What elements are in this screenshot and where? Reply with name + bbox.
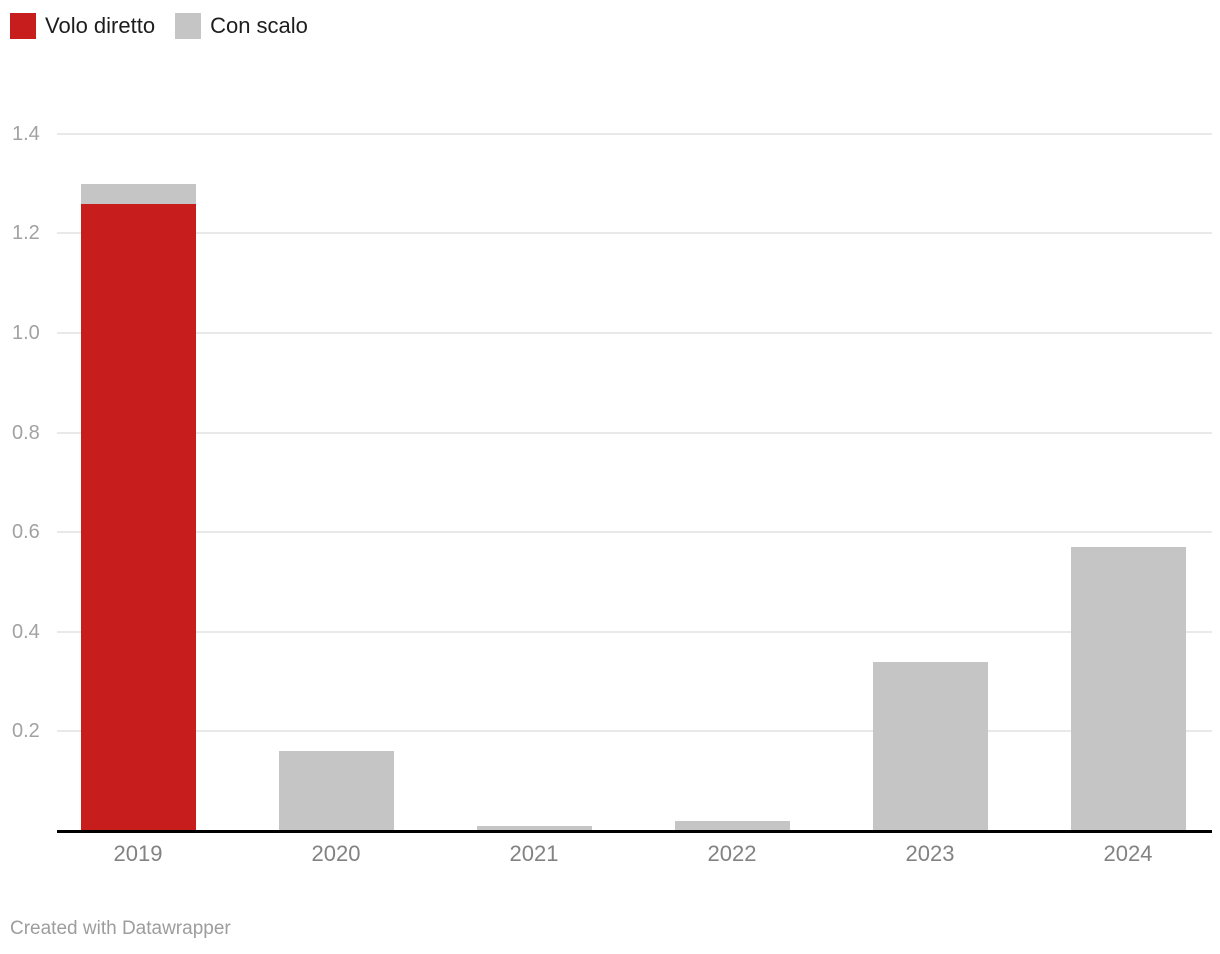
legend-label-volo-diretto: Volo diretto <box>45 13 156 38</box>
legend-item-volo-diretto[interactable]: Volo diretto <box>10 13 155 39</box>
y-tick-label-1.2: 1.2 <box>12 222 40 244</box>
y-tick-label-0.2: 0.2 <box>12 720 40 742</box>
x-tick-label-2022: 2022 <box>707 841 757 866</box>
y-tick-label-1.4: 1.4 <box>12 123 40 145</box>
bar-2019-volo-diretto[interactable] <box>80 204 196 831</box>
legend-label-con-scalo: Con scalo <box>210 13 308 38</box>
bar-2021-con-scalo[interactable] <box>476 826 592 831</box>
gridline-0.2 <box>57 730 1212 732</box>
y-tick-label-1.0: 1.0 <box>12 322 40 344</box>
y-tick-label-0.6: 0.6 <box>12 521 40 543</box>
y-tick-label-0.4: 0.4 <box>12 621 40 643</box>
gridline-1.2 <box>57 232 1212 234</box>
bar-2024-con-scalo[interactable] <box>1070 547 1186 831</box>
x-tick-label-2020: 2020 <box>311 841 361 866</box>
x-tick-label-2023: 2023 <box>905 841 955 866</box>
gridline-0.4 <box>57 631 1212 633</box>
x-tick-label-2021: 2021 <box>509 841 559 866</box>
datawrapper-credit: Created with Datawrapper <box>10 918 231 939</box>
y-tick-label-0.8: 0.8 <box>12 422 40 444</box>
legend-swatch-con-scalo-icon <box>175 13 202 39</box>
gridline-1.0 <box>57 332 1212 334</box>
x-axis-line <box>57 830 1212 833</box>
legend: Volo diretto Con scalo <box>10 13 308 39</box>
gridline-1.4 <box>57 133 1212 135</box>
legend-item-con-scalo[interactable]: Con scalo <box>175 13 308 39</box>
bar-2019-con-scalo[interactable] <box>80 184 196 204</box>
legend-swatch-volo-diretto-icon <box>10 13 36 39</box>
x-tick-label-2024: 2024 <box>1103 841 1153 866</box>
x-tick-label-2019: 2019 <box>113 841 163 866</box>
gridline-0.6 <box>57 531 1212 533</box>
bar-2022-con-scalo[interactable] <box>674 821 790 831</box>
bar-2023-con-scalo[interactable] <box>872 662 988 831</box>
bar-2020-con-scalo[interactable] <box>278 751 394 831</box>
gridline-0.8 <box>57 432 1212 434</box>
